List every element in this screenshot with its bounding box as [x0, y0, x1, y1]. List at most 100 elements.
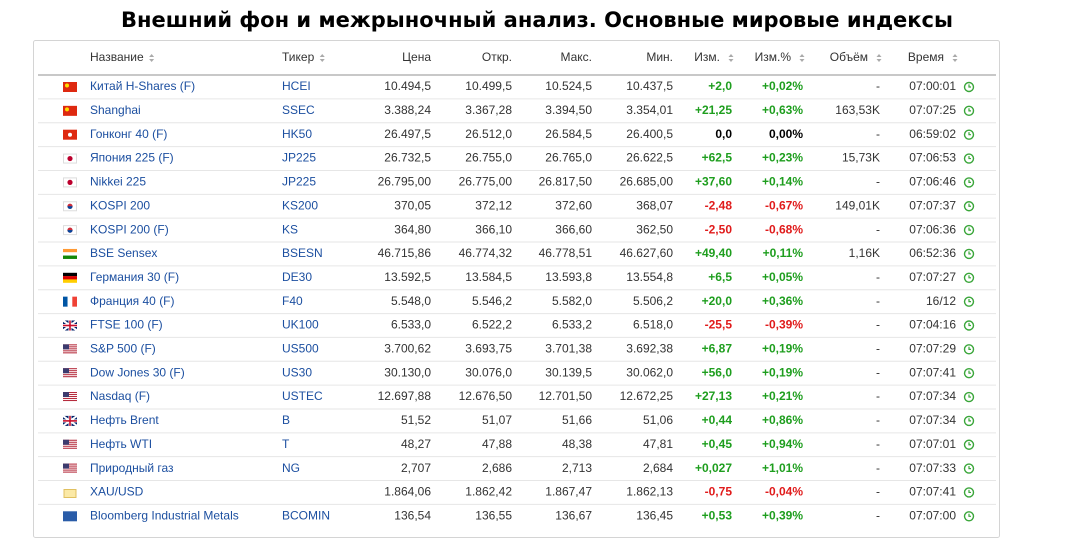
flag-part — [63, 372, 77, 374]
low: 26.400,5 — [626, 127, 673, 141]
instrument-link[interactable]: Нефть Brent — [90, 413, 159, 427]
high: 6.533,2 — [552, 318, 592, 332]
sort-icon[interactable] — [728, 54, 734, 62]
high: 2,713 — [562, 461, 592, 475]
column-header[interactable]: Название — [90, 50, 144, 64]
volume: - — [876, 389, 880, 403]
high: 136,67 — [555, 508, 592, 522]
column-header[interactable]: Изм. — [694, 50, 720, 64]
change: +49,40 — [695, 246, 732, 260]
instrument-link[interactable]: Nasdaq (F) — [90, 389, 150, 403]
ticker-link[interactable]: HK50 — [282, 127, 312, 141]
flag-part — [65, 83, 69, 88]
flag-part — [63, 105, 77, 116]
time: 07:07:41 — [909, 365, 956, 379]
low: 12.672,25 — [620, 389, 674, 403]
column-header[interactable]: Время — [908, 50, 944, 64]
instrument-link[interactable]: Германия 30 (F) — [90, 270, 179, 284]
instrument-link[interactable]: Bloomberg Industrial Metals — [90, 508, 239, 522]
ticker-link[interactable]: DE30 — [282, 270, 312, 284]
high: 26.584,5 — [545, 127, 592, 141]
instrument-link[interactable]: Франция 40 (F) — [90, 294, 175, 308]
ticker-link[interactable]: F40 — [282, 294, 303, 308]
ticker-link[interactable]: BCOMIN — [282, 508, 330, 522]
sort-icon[interactable] — [319, 54, 325, 62]
ticker-link[interactable]: KS — [282, 222, 298, 236]
ticker-link[interactable]: B — [282, 413, 290, 427]
instrument-link[interactable]: KOSPI 200 (F) — [90, 222, 169, 236]
flag-part — [63, 439, 77, 441]
change-percent: +0,11% — [763, 246, 804, 260]
change: +62,5 — [702, 151, 733, 165]
sort-down — [952, 59, 958, 62]
low: 3.692,38 — [626, 342, 673, 356]
ticker-link[interactable]: US500 — [282, 342, 319, 356]
ticker-link[interactable]: JP225 — [282, 175, 316, 189]
ticker-link[interactable]: T — [282, 437, 290, 451]
low: 362,50 — [636, 222, 673, 236]
price: 48,27 — [401, 437, 431, 451]
instrument-link[interactable]: Shanghai — [90, 103, 141, 117]
clock-hands — [968, 203, 971, 207]
ticker-link[interactable]: HCEI — [282, 79, 311, 93]
ticker-link[interactable]: UK100 — [282, 318, 319, 332]
flag-part — [63, 396, 77, 398]
instrument-link[interactable]: Природный газ — [90, 461, 174, 475]
low: 30.062,0 — [626, 365, 673, 379]
ticker-link[interactable]: JP225 — [282, 151, 316, 165]
sort-icon[interactable] — [799, 54, 805, 62]
flag-part — [63, 153, 77, 164]
instrument-link[interactable]: KOSPI 200 — [90, 198, 150, 212]
ticker-link[interactable]: BSESN — [282, 246, 323, 260]
sort-icon[interactable] — [149, 54, 155, 62]
flag-part — [63, 350, 77, 352]
low: 47,81 — [643, 437, 673, 451]
volume: - — [876, 222, 880, 236]
ticker-link[interactable]: USTEC — [282, 389, 323, 403]
instrument-link[interactable]: Nikkei 225 — [90, 175, 146, 189]
instrument-link[interactable]: XAU/USD — [90, 485, 144, 499]
sort-up — [952, 54, 958, 57]
instrument-link[interactable]: Китай H-Shares (F) — [90, 79, 195, 93]
ticker-link[interactable]: NG — [282, 461, 300, 475]
flag-icon — [63, 296, 77, 307]
open: 47,88 — [482, 437, 512, 451]
change-percent: -0,67% — [765, 198, 803, 212]
instrument-link[interactable]: BSE Sensex — [90, 246, 157, 260]
instrument-link[interactable]: S&P 500 (F) — [90, 342, 156, 356]
change-percent: +0,86% — [762, 413, 803, 427]
sort-icon[interactable] — [876, 54, 882, 62]
instrument-link[interactable]: Нефть WTI — [90, 437, 152, 451]
instrument-link[interactable]: Гонконг 40 (F) — [90, 127, 167, 141]
time: 07:07:01 — [909, 437, 956, 451]
low: 3.354,01 — [626, 103, 673, 117]
column-header[interactable]: Изм.% — [755, 50, 792, 64]
clock-face — [963, 320, 975, 331]
column-header[interactable]: Объём — [830, 50, 868, 64]
clock-face — [963, 391, 975, 403]
clock-face — [963, 296, 975, 307]
clock-icon — [963, 511, 975, 522]
sort-icon[interactable] — [952, 54, 958, 62]
column-header[interactable]: Тикер — [282, 50, 315, 64]
low: 368,07 — [636, 198, 673, 212]
clock-icon — [963, 153, 975, 164]
ticker-link[interactable]: SSEC — [282, 103, 315, 117]
ticker-link[interactable]: US30 — [282, 365, 312, 379]
time: 16/12 — [926, 294, 956, 308]
instrument-link[interactable]: Dow Jones 30 (F) — [90, 365, 185, 379]
instrument-link[interactable]: Япония 225 (F) — [90, 151, 174, 165]
open: 6.522,2 — [472, 318, 512, 332]
ticker-link[interactable]: KS200 — [282, 198, 318, 212]
flag-part — [63, 445, 77, 447]
price: 10.494,5 — [384, 79, 431, 93]
instrument-link[interactable]: FTSE 100 (F) — [90, 318, 163, 332]
clock-face — [963, 368, 975, 379]
clock-face — [963, 129, 975, 140]
flag-icon — [63, 272, 77, 283]
price: 2,707 — [401, 461, 431, 475]
price: 13.592,5 — [384, 270, 431, 284]
volume: - — [876, 270, 880, 284]
low: 26.622,5 — [626, 151, 673, 165]
